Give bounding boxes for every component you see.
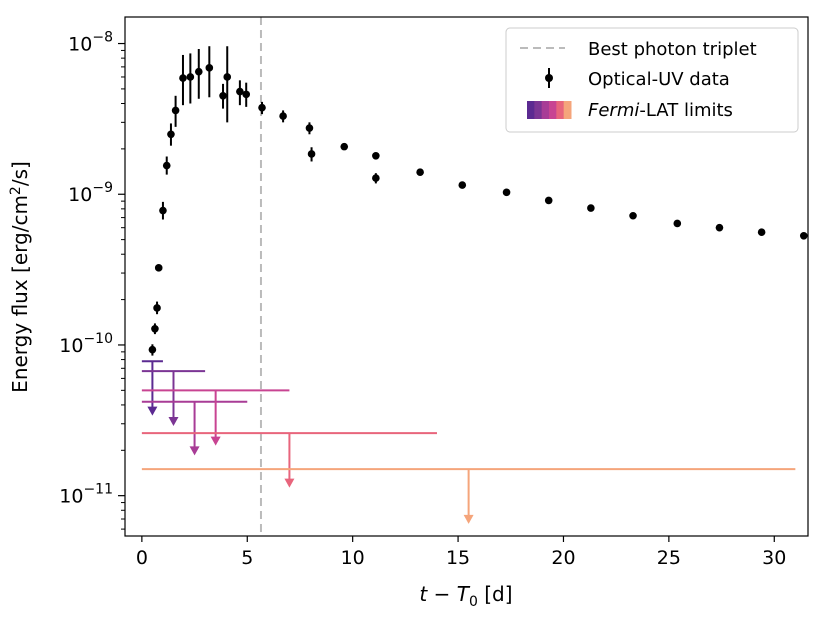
legend: Best photon triplet Optical-UV data Ferm…: [505, 27, 799, 133]
optical-uv-point: [148, 345, 157, 354]
optical-uv-point: [186, 73, 195, 81]
y-tick-label: 10−9: [68, 180, 113, 206]
fermi-limit-arrowhead: [463, 514, 474, 524]
optical-uv-point: [179, 74, 187, 82]
optical-uv-point: [205, 64, 214, 72]
x-tick-label: 0: [136, 547, 148, 569]
x-tick-label: 25: [657, 547, 681, 569]
optical-uv-point: [372, 174, 380, 182]
optical-uv-point: [154, 264, 163, 272]
y-axis: 10−11 10−10 10−9 10−8: [59, 30, 125, 530]
optical-uv-point: [372, 151, 380, 160]
optical-uv-point: [673, 219, 682, 228]
optical-uv-point: [629, 211, 637, 220]
optical-uv-point: [279, 112, 287, 120]
optical-uv-point: [167, 130, 175, 139]
optical-uv-point: [305, 124, 314, 132]
y-tick-label: 10−8: [68, 30, 113, 56]
optical-uv-point: [162, 161, 171, 170]
legend-fermi-color-block: [541, 101, 550, 119]
x-tick-label: 10: [341, 547, 365, 569]
y-tick-label: 10−11: [59, 482, 113, 508]
legend-fermi-color-block: [556, 101, 565, 119]
fermi-limit-arrowhead: [168, 416, 179, 426]
legend-fermi-color-block: [534, 101, 543, 119]
plot-area: [141, 17, 808, 536]
optical-uv-point: [757, 228, 766, 236]
legend-fermi-swatch: [527, 101, 572, 119]
legend-optical-label: Optical-UV data: [588, 69, 730, 90]
optical-uv-point: [715, 223, 724, 232]
optical-uv-point: [242, 90, 251, 99]
optical-uv-point: [416, 168, 424, 177]
optical-uv-point: [171, 106, 180, 115]
fermi-limit-arrowhead: [284, 478, 295, 488]
optical-uv-point: [502, 188, 511, 197]
x-axis: 0 5 10 15 20 25 30: [136, 536, 786, 569]
legend-fermi-label: Fermi-LAT limits: [588, 100, 733, 121]
optical-uv-point: [340, 142, 349, 151]
optical-uv-point: [587, 204, 595, 212]
x-axis-title: t − T0 [d]: [419, 582, 512, 610]
optical-uv-point: [258, 103, 266, 112]
legend-triplet-label: Best photon triplet: [588, 39, 757, 60]
optical-uv-point: [151, 325, 159, 333]
y-axis-title: Energy flux [erg/cm2/s]: [8, 161, 32, 393]
fermi-limit-arrowhead: [147, 406, 158, 416]
optical-uv-point: [307, 150, 316, 158]
x-tick-label: 15: [446, 547, 470, 569]
optical-uv-point: [153, 304, 161, 312]
legend-fermi-color-block: [563, 101, 572, 119]
optical-uv-point: [223, 73, 232, 81]
optical-uv-point: [236, 87, 244, 96]
x-tick-label: 20: [551, 547, 575, 569]
legend-fermi-color-block: [527, 101, 535, 119]
optical-uv-point: [544, 196, 553, 205]
optical-uv-point: [194, 67, 203, 76]
legend-optical-swatch-dot: [545, 74, 553, 82]
legend-fermi-color-block: [549, 101, 557, 119]
optical-uv-points: [148, 46, 808, 356]
x-tick-label: 5: [241, 547, 253, 569]
optical-uv-point: [219, 92, 227, 100]
y-tick-label: 10−10: [59, 331, 113, 357]
fermi-limit-arrowhead: [189, 446, 200, 456]
fermi-limit-arrowhead: [210, 436, 221, 446]
plot-frame: [124, 16, 809, 537]
optical-uv-point: [159, 206, 167, 215]
optical-uv-point: [799, 232, 808, 240]
legend-box: [505, 27, 799, 133]
x-tick-label: 30: [762, 547, 786, 569]
optical-uv-point: [458, 181, 467, 189]
fermi-lat-limits: [141, 360, 796, 524]
